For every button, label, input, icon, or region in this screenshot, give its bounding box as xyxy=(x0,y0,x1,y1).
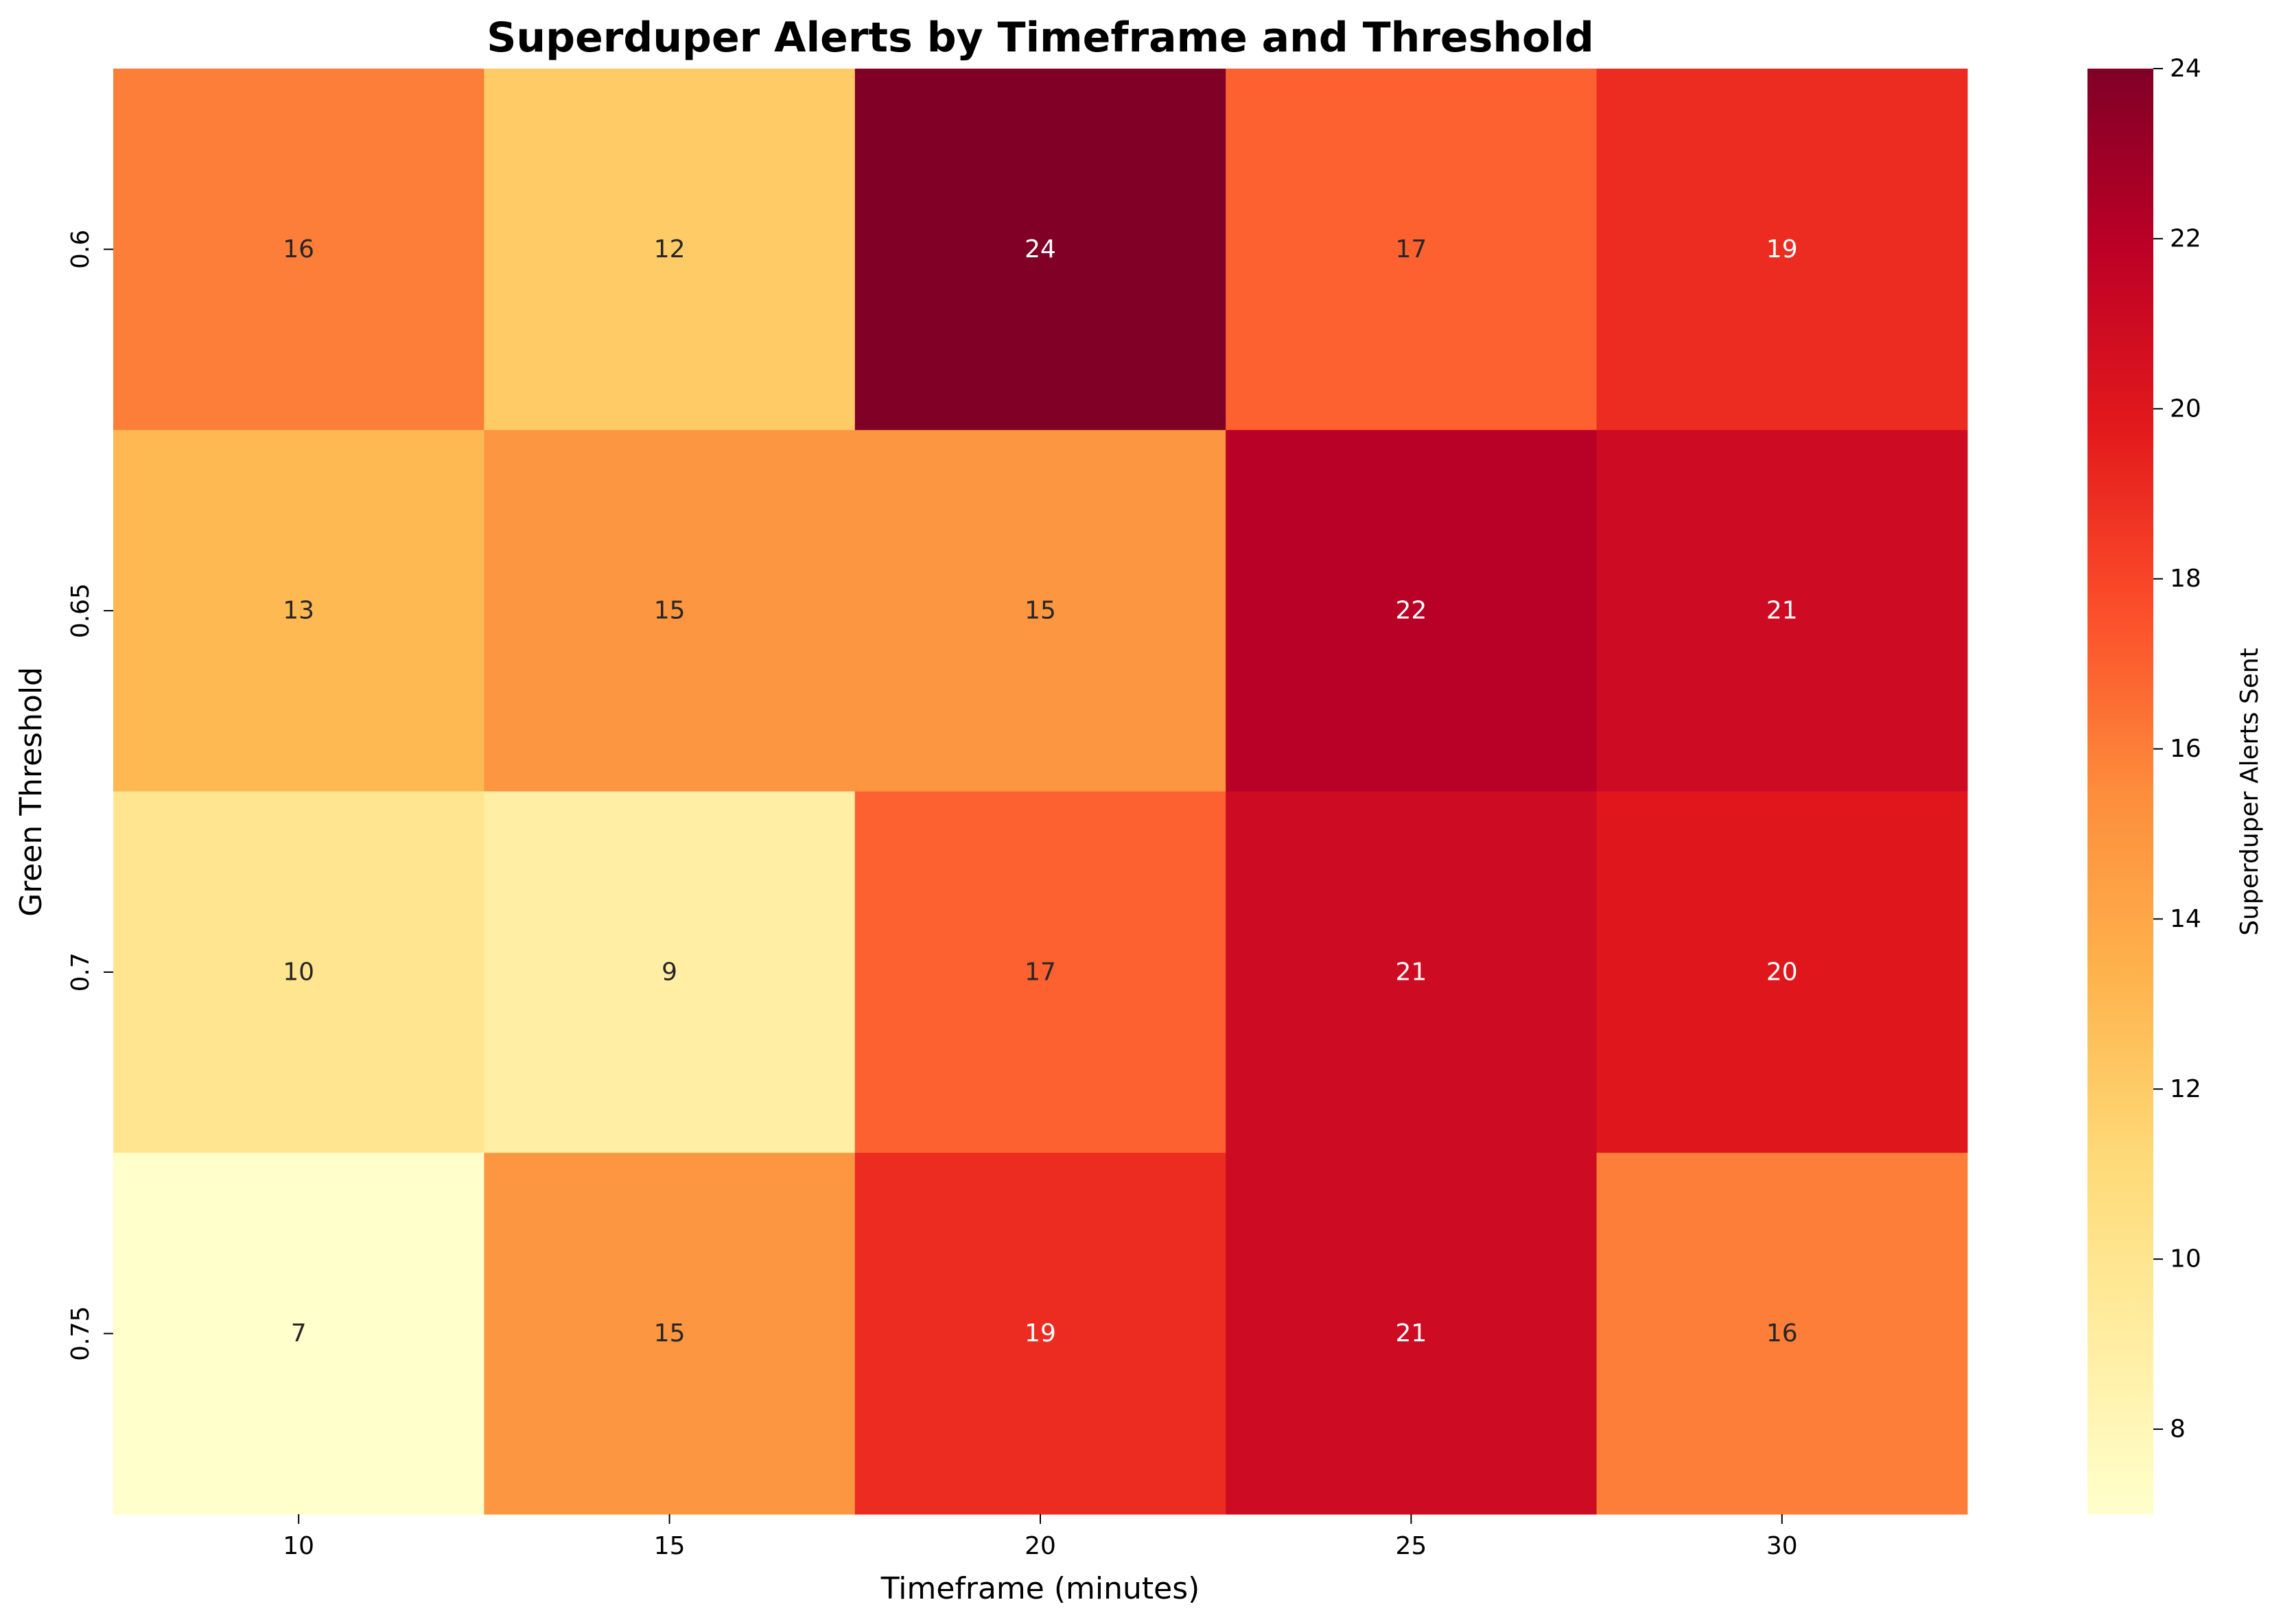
cell-value-label: 9 xyxy=(662,958,677,986)
cell-value-label: 19 xyxy=(1766,235,1798,263)
cell-value-label: 15 xyxy=(654,1319,686,1348)
y-tick-label: 0.6 xyxy=(67,230,95,269)
heatmap-cell xyxy=(854,791,1226,1153)
heatmap-cell xyxy=(113,1153,484,1515)
heatmap-cell xyxy=(113,791,484,1153)
chart-title: Superduper Alerts by Timeframe and Thres… xyxy=(487,14,1594,62)
heatmap-cell xyxy=(484,1153,856,1515)
x-tick-label: 10 xyxy=(283,1532,314,1560)
cell-value-label: 21 xyxy=(1766,597,1798,625)
colorbar-label: Superduper Alerts Sent xyxy=(2236,648,2264,936)
colorbar-tick-label: 10 xyxy=(2170,1245,2201,1273)
heatmap-cell xyxy=(854,69,1226,431)
heatmap-cell xyxy=(854,1153,1226,1515)
x-tick-label: 20 xyxy=(1025,1532,1056,1560)
cell-value-label: 21 xyxy=(1395,958,1427,986)
heatmap-cell xyxy=(854,429,1226,792)
x-tick-label: 15 xyxy=(654,1532,686,1560)
cell-value-label: 16 xyxy=(283,235,314,263)
cell-value-label: 17 xyxy=(1395,235,1427,263)
y-tick-label: 0.75 xyxy=(67,1306,95,1361)
heatmap-cell xyxy=(1596,69,1968,431)
y-axis-label: Green Threshold xyxy=(14,667,49,917)
colorbar-tick-label: 24 xyxy=(2170,55,2201,83)
x-axis-label: Timeframe (minutes) xyxy=(880,1571,1200,1606)
heatmap-cell-labels: 16 12 24 17 19 13 15 15 22 21 10 9 17 21 20 7 15 19 21 16 xyxy=(283,235,1797,1348)
y-axis-ticks: 0.6 0.65 0.7 0.75 xyxy=(67,230,113,1361)
heatmap-cell xyxy=(113,69,484,431)
colorbar-tick-label: 12 xyxy=(2170,1075,2201,1103)
cell-value-label: 15 xyxy=(654,597,686,625)
cell-value-label: 21 xyxy=(1395,1319,1427,1348)
x-tick-label: 30 xyxy=(1766,1532,1798,1560)
heatmap-cell xyxy=(484,429,856,792)
cell-value-label: 7 xyxy=(291,1319,307,1348)
colorbar-tick-label: 22 xyxy=(2170,224,2201,252)
cell-value-label: 20 xyxy=(1766,958,1798,986)
colorbar-tick-label: 14 xyxy=(2170,905,2201,933)
cell-value-label: 16 xyxy=(1766,1319,1798,1348)
colorbar-tick-label: 20 xyxy=(2170,395,2201,423)
cell-value-label: 10 xyxy=(283,958,314,986)
cell-value-label: 19 xyxy=(1025,1319,1056,1348)
cell-value-label: 22 xyxy=(1395,597,1427,625)
heatmap-cell xyxy=(1596,429,1968,792)
heatmap-cell xyxy=(1226,791,1598,1153)
colorbar-tick-label: 16 xyxy=(2170,735,2201,763)
colorbar-tick-label: 18 xyxy=(2170,565,2201,593)
colorbar: 8 10 12 14 16 18 20 22 24 Superduper Alerts Sent xyxy=(2087,55,2264,1514)
colorbar-ticks: 8 10 12 14 16 18 20 22 24 xyxy=(2153,55,2201,1444)
x-axis-ticks: 10 15 20 25 30 xyxy=(283,1514,1798,1560)
heatmap-cells xyxy=(113,69,1968,1515)
heatmap-cell xyxy=(1226,429,1598,792)
cell-value-label: 12 xyxy=(654,235,686,263)
x-tick-label: 25 xyxy=(1395,1532,1427,1560)
cell-value-label: 24 xyxy=(1025,235,1056,263)
colorbar-tick-label: 8 xyxy=(2170,1415,2186,1444)
heatmap-cell xyxy=(113,429,484,792)
heatmap-cell xyxy=(1226,1153,1598,1515)
colorbar-gradient xyxy=(2087,69,2153,1514)
heatmap-cell xyxy=(1226,69,1598,431)
cell-value-label: 17 xyxy=(1025,958,1056,986)
y-tick-label: 0.7 xyxy=(67,952,95,991)
heatmap-cell xyxy=(1596,791,1968,1153)
y-tick-label: 0.65 xyxy=(67,583,95,638)
cell-value-label: 13 xyxy=(283,597,314,625)
heatmap-cell xyxy=(484,69,856,431)
heatmap-cell xyxy=(1596,1153,1968,1515)
cell-value-label: 15 xyxy=(1025,597,1056,625)
heatmap-cell xyxy=(484,791,856,1153)
